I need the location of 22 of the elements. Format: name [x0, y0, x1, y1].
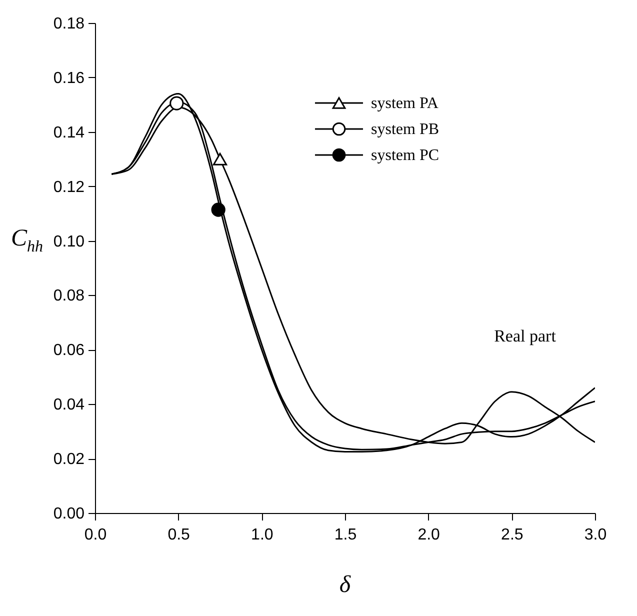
y-tick-label: 0.14	[53, 124, 85, 142]
x-tick-label: 2.0	[418, 526, 440, 544]
x-tick-label: 1.0	[251, 526, 274, 544]
y-tick-label: 0.18	[53, 16, 85, 32]
x-tick-label: 2.5	[501, 526, 524, 544]
legend-label: system PA	[371, 95, 439, 112]
annotation: Real part	[494, 326, 556, 346]
y-tick-label: 0.16	[53, 70, 85, 87]
y-tick-label: 0.10	[53, 233, 85, 250]
y-tick-label: 0.00	[53, 506, 85, 522]
x-tick-label: 0.5	[168, 526, 190, 544]
x-tick-label: 1.5	[334, 526, 357, 544]
y-tick-label: 0.08	[53, 288, 85, 305]
x-tick-label: 3.0	[584, 526, 607, 544]
x-axis-title: δ	[339, 572, 352, 598]
legend-label: system PC	[371, 147, 440, 164]
y-tick-label: 0.06	[53, 342, 85, 360]
legend-label: system PB	[371, 121, 440, 138]
y-tick-label: 0.12	[53, 178, 85, 196]
y-tick-label: 0.02	[53, 451, 85, 468]
y-tick-label: 0.04	[53, 396, 85, 414]
x-tick-label: 0.0	[84, 526, 107, 544]
